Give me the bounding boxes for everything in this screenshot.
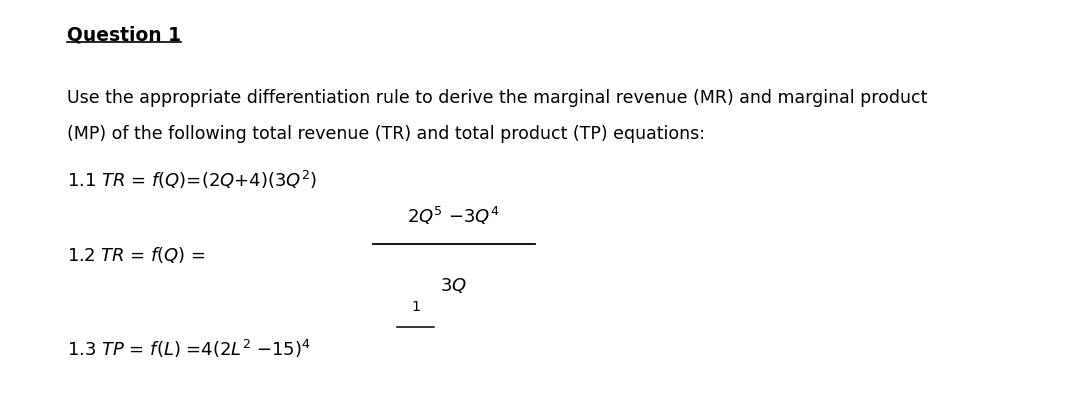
Text: 1: 1 bbox=[411, 300, 420, 314]
Text: 1.1 $\mathit{TR}$ = $\mathit{f}$($\mathit{Q}$)=(2$\mathit{Q}$+4)(3$\mathit{Q}^2$: 1.1 $\mathit{TR}$ = $\mathit{f}$($\mathi… bbox=[67, 169, 318, 191]
Text: Use the appropriate differentiation rule to derive the marginal revenue (MR) and: Use the appropriate differentiation rule… bbox=[67, 89, 928, 107]
Text: 2$\mathit{Q}^5$ $-$3$\mathit{Q}^4$: 2$\mathit{Q}^5$ $-$3$\mathit{Q}^4$ bbox=[407, 205, 500, 227]
Text: 1.3 $\mathit{TP}$ = $\mathit{f}$($\mathit{L}$) =4(2$\mathit{L}^2$ $-$15)$^4$: 1.3 $\mathit{TP}$ = $\mathit{f}$($\mathi… bbox=[67, 337, 311, 360]
Text: (MP) of the following total revenue (TR) and total product (TP) equations:: (MP) of the following total revenue (TR)… bbox=[67, 125, 705, 143]
Text: 3$\mathit{Q}$: 3$\mathit{Q}$ bbox=[441, 276, 467, 295]
Text: 1.2 $\mathit{TR}$ = $\mathit{f}$($\mathit{Q}$) =: 1.2 $\mathit{TR}$ = $\mathit{f}$($\mathi… bbox=[67, 246, 205, 265]
Text: Question 1: Question 1 bbox=[67, 26, 181, 45]
